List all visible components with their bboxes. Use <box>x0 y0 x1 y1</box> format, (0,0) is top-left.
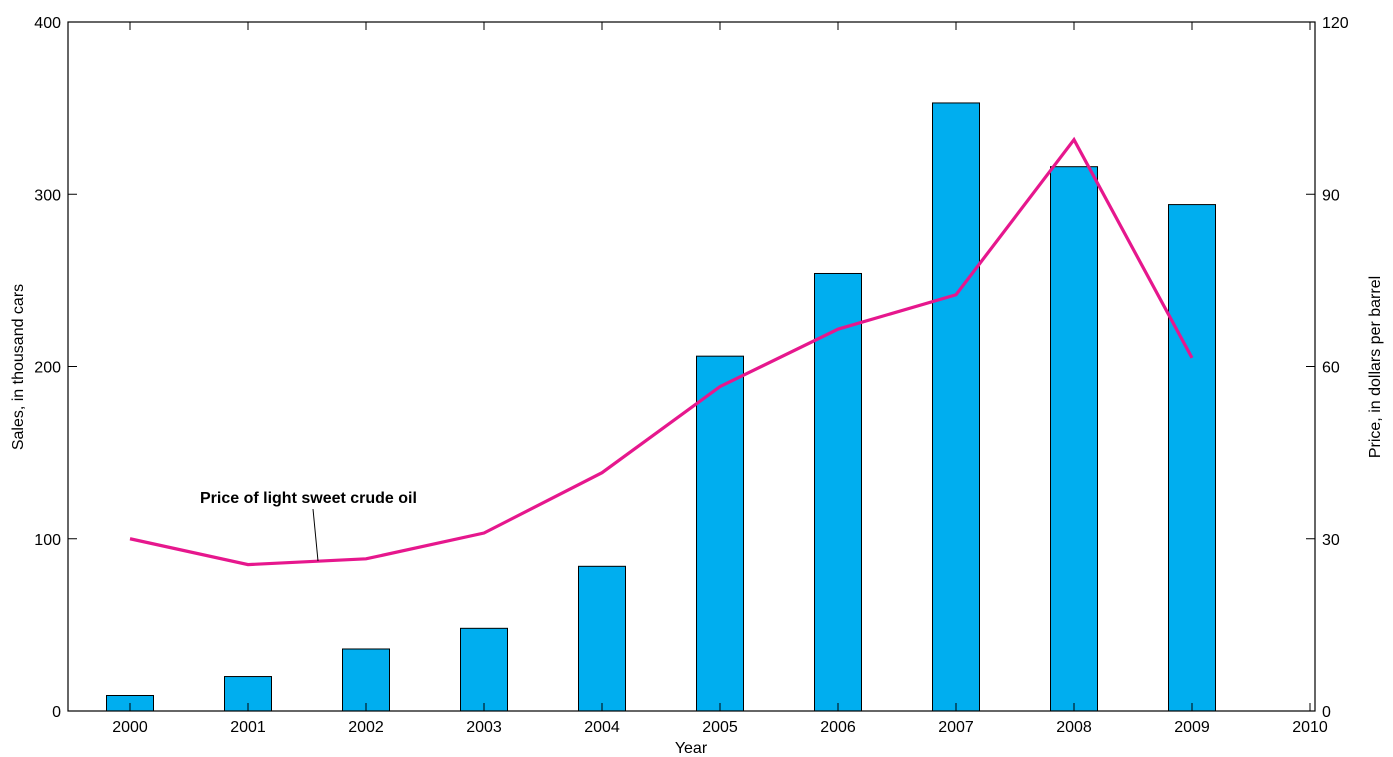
bars-layer <box>106 102 1216 712</box>
annotation-label: Price of light sweet crude oil <box>200 490 417 507</box>
x-tick-label-2001: 2001 <box>230 719 266 736</box>
x-tick-label-2005: 2005 <box>702 719 738 736</box>
y2-tick-label-30: 30 <box>1322 532 1340 549</box>
bar-2006 <box>814 272 862 712</box>
x-tick-label-2007: 2007 <box>938 719 974 736</box>
y-tick-label-300: 300 <box>34 187 61 204</box>
ticks-layer: 2000 2001 2002 2003 2004 2005 2006 2007 2008 2009… <box>34 15 1349 736</box>
x-axis-title: Year <box>675 740 708 757</box>
y-tick-label-100: 100 <box>34 532 61 549</box>
bar-2005 <box>696 355 744 712</box>
x-tick-label-2003: 2003 <box>466 719 502 736</box>
y-tick-label-0: 0 <box>52 704 61 721</box>
bar-2004 <box>578 565 626 712</box>
line-layer <box>129 136 1194 567</box>
x-tick-label-2002: 2002 <box>348 719 384 736</box>
x-tick-label-2010: 2010 <box>1292 719 1328 736</box>
labels-layer: Year Sales, in thousand cars Price, in d… <box>10 276 1384 757</box>
bar-2007 <box>932 102 980 712</box>
annotation-layer: Price of light sweet crude oil <box>200 490 417 562</box>
x-tick-label-2004: 2004 <box>584 719 620 736</box>
y2-tick-label-60: 60 <box>1322 360 1340 377</box>
plot-frame <box>67 21 1316 712</box>
y2-axis-title: Price, in dollars per barrel <box>1367 276 1384 458</box>
bar-2009 <box>1168 204 1216 712</box>
bar-2002 <box>342 648 390 712</box>
annotation-leader <box>312 508 319 562</box>
bar-2003 <box>460 627 508 712</box>
axes-layer <box>67 21 1316 712</box>
x-tick-label-2000: 2000 <box>112 719 148 736</box>
y-tick-label-400: 400 <box>34 15 61 32</box>
y2-tick-label-0: 0 <box>1322 704 1331 721</box>
y-tick-label-200: 200 <box>34 360 61 377</box>
x-tick-label-2008: 2008 <box>1056 719 1092 736</box>
x-tick-label-2006: 2006 <box>820 719 856 736</box>
bar-2008 <box>1050 166 1098 712</box>
y-axis-title: Sales, in thousand cars <box>10 284 27 450</box>
y2-tick-label-90: 90 <box>1322 187 1340 204</box>
x-tick-label-2009: 2009 <box>1174 719 1210 736</box>
price-line <box>129 136 1194 567</box>
y2-tick-label-120: 120 <box>1322 15 1349 32</box>
